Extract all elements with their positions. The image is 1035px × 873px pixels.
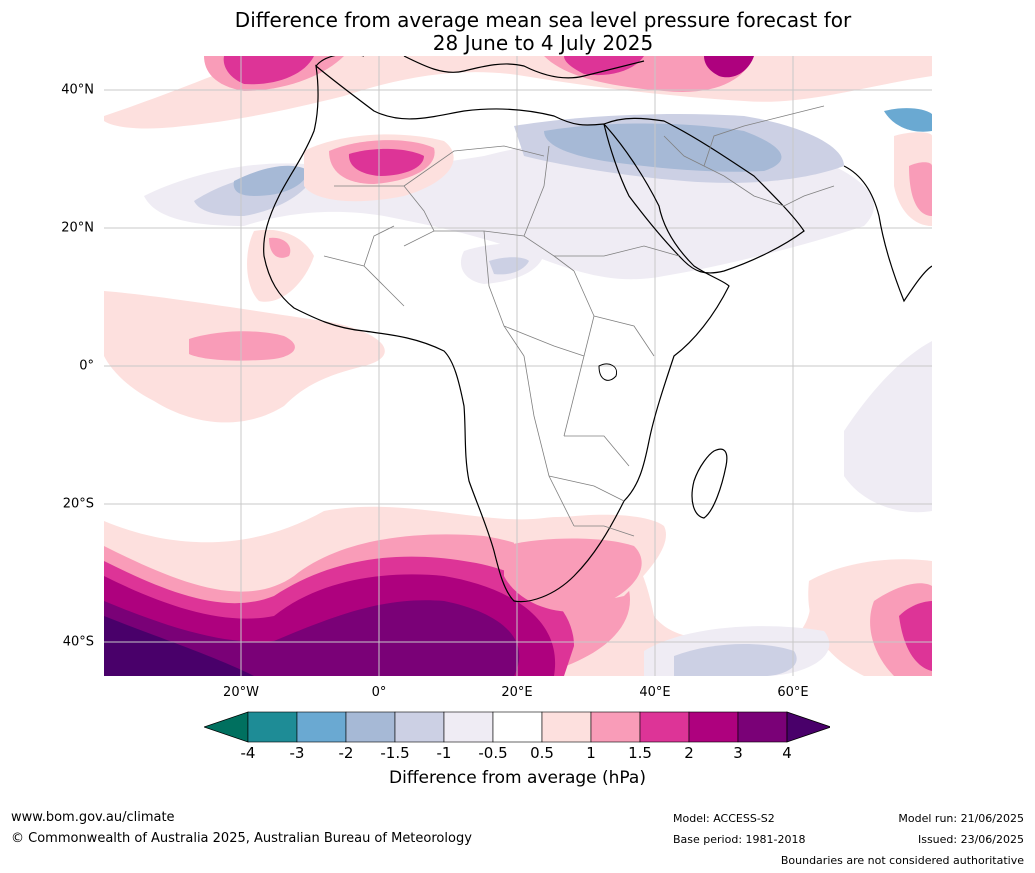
pressure-map bbox=[104, 56, 932, 676]
colorbar-tick-label: 2 bbox=[684, 744, 694, 762]
colorbar-tick-label: -2 bbox=[338, 744, 354, 762]
colorbar-tick-label: -0.5 bbox=[478, 744, 508, 762]
anomaly-nmed-1p5 bbox=[223, 56, 314, 85]
anomaly-sahel-neg-1 bbox=[489, 257, 529, 275]
colorbar-tick-label: 0.5 bbox=[530, 744, 554, 762]
lat-label-40n: 40°N bbox=[61, 82, 94, 98]
anomaly-nafr-1p5 bbox=[348, 148, 424, 176]
anomaly-mideast-neg-2 bbox=[884, 108, 932, 132]
colorbar-segment bbox=[345, 711, 396, 743]
anomaly-mideast-neg-1p5 bbox=[544, 123, 782, 172]
colorbar-arrow-low bbox=[204, 711, 249, 743]
lon-label-0: 0° bbox=[371, 685, 387, 700]
lon-label-60e: 60°E bbox=[777, 685, 809, 700]
madagascar-coastline bbox=[691, 448, 728, 519]
website-link[interactable]: www.bom.gov.au/climate bbox=[11, 810, 175, 825]
colorbar-tick-label: 1 bbox=[586, 744, 596, 762]
lat-label-20n: 20°N bbox=[61, 220, 94, 236]
anomaly-south-neg-1 bbox=[674, 644, 797, 676]
issued-text: Issued: 23/06/2025 bbox=[917, 833, 1024, 846]
colorbar-label: Difference from average (hPa) bbox=[389, 768, 646, 788]
anomaly-wafr-1 bbox=[269, 237, 291, 258]
lat-label-0: 0° bbox=[79, 358, 94, 374]
colorbar-tick-label: 4 bbox=[782, 744, 792, 762]
lon-label-20w: 20°W bbox=[223, 685, 259, 700]
lat-label-40s: 40°S bbox=[62, 634, 94, 650]
lat-label-20s: 20°S bbox=[62, 496, 94, 512]
europe-coastline bbox=[315, 56, 645, 79]
lake-victoria bbox=[598, 363, 618, 381]
anomaly-se-2 bbox=[899, 601, 932, 671]
country-borders bbox=[323, 105, 835, 537]
title-line-2: 28 June to 4 July 2025 bbox=[432, 31, 654, 55]
anomaly-ntrop-neg-1p5 bbox=[233, 165, 309, 196]
colorbar-segment bbox=[247, 711, 298, 743]
title-line-1: Difference from average mean sea level p… bbox=[234, 8, 852, 32]
map-title: Difference from average mean sea level p… bbox=[0, 9, 1035, 55]
colorbar-segment bbox=[590, 711, 641, 743]
colorbar-segment bbox=[541, 711, 592, 743]
colorbar-arrow-high bbox=[786, 711, 830, 743]
anomaly-safrica-1p5 bbox=[504, 538, 642, 612]
arabia-coastline bbox=[603, 117, 805, 274]
base-period-text: Base period: 1981-2018 bbox=[673, 833, 806, 846]
anomaly-eur-1p5 bbox=[564, 56, 644, 76]
colorbar-segment bbox=[688, 711, 739, 743]
lon-label-20e: 20°E bbox=[501, 685, 533, 700]
colorbar-tick-label: -4 bbox=[240, 744, 256, 762]
africa-coastline bbox=[263, 64, 730, 603]
model-text: Model: ACCESS-S2 bbox=[673, 812, 775, 825]
colorbar-segment bbox=[394, 711, 445, 743]
model-run-text: Model run: 21/06/2025 bbox=[898, 812, 1024, 825]
anomaly-east-pos-1 bbox=[909, 162, 932, 216]
colorbar-tick-label: -1 bbox=[436, 744, 452, 762]
anomaly-eq-1 bbox=[189, 331, 295, 361]
colorbar-tick-label: 1.5 bbox=[628, 744, 652, 762]
colorbar bbox=[204, 711, 830, 743]
anomaly-eur-2 bbox=[704, 56, 754, 78]
anomaly-south-4 bbox=[104, 616, 254, 676]
colorbar-segment bbox=[443, 711, 494, 743]
colorbar-segment bbox=[737, 711, 788, 743]
lon-label-40e: 40°E bbox=[639, 685, 671, 700]
anomaly-east-neg bbox=[844, 341, 932, 513]
colorbar-segment bbox=[492, 711, 543, 743]
graticule bbox=[104, 56, 932, 676]
india-coastline bbox=[843, 165, 932, 303]
disclaimer-text: Boundaries are not considered authoritat… bbox=[780, 854, 1024, 867]
colorbar-segment bbox=[639, 711, 690, 743]
colorbar-tick-label: -3 bbox=[289, 744, 305, 762]
colorbar-segment bbox=[296, 711, 347, 743]
copyright-text: © Commonwealth of Australia 2025, Austra… bbox=[11, 831, 472, 846]
colorbar-tick-label: -1.5 bbox=[380, 744, 410, 762]
colorbar-tick-label: 3 bbox=[733, 744, 743, 762]
